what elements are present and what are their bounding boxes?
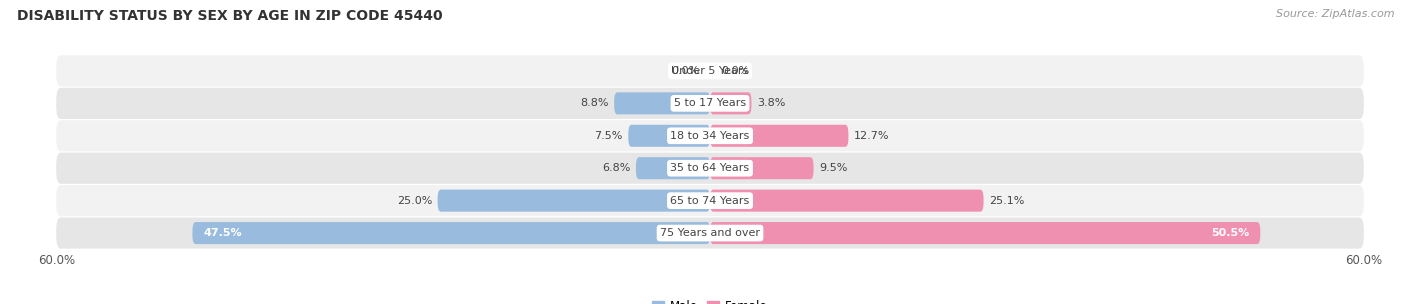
FancyBboxPatch shape [710, 157, 814, 179]
FancyBboxPatch shape [710, 222, 1260, 244]
Text: 75 Years and over: 75 Years and over [659, 228, 761, 238]
Text: 7.5%: 7.5% [595, 131, 623, 141]
Text: Source: ZipAtlas.com: Source: ZipAtlas.com [1277, 9, 1395, 19]
Text: 50.5%: 50.5% [1211, 228, 1250, 238]
Text: 35 to 64 Years: 35 to 64 Years [671, 163, 749, 173]
FancyBboxPatch shape [710, 92, 751, 114]
FancyBboxPatch shape [628, 125, 710, 147]
Legend: Male, Female: Male, Female [648, 295, 772, 304]
FancyBboxPatch shape [193, 222, 710, 244]
FancyBboxPatch shape [56, 88, 1364, 119]
FancyBboxPatch shape [710, 190, 984, 212]
Text: 25.1%: 25.1% [988, 196, 1025, 206]
Text: 8.8%: 8.8% [581, 98, 609, 108]
Text: 0.0%: 0.0% [671, 66, 699, 76]
Text: 5 to 17 Years: 5 to 17 Years [673, 98, 747, 108]
FancyBboxPatch shape [614, 92, 710, 114]
FancyBboxPatch shape [710, 125, 848, 147]
Text: 3.8%: 3.8% [756, 98, 786, 108]
Text: 47.5%: 47.5% [204, 228, 242, 238]
Text: Under 5 Years: Under 5 Years [672, 66, 748, 76]
Text: 12.7%: 12.7% [853, 131, 890, 141]
Text: 18 to 34 Years: 18 to 34 Years [671, 131, 749, 141]
FancyBboxPatch shape [56, 217, 1364, 249]
FancyBboxPatch shape [636, 157, 710, 179]
Text: 9.5%: 9.5% [818, 163, 848, 173]
FancyBboxPatch shape [56, 55, 1364, 87]
Text: DISABILITY STATUS BY SEX BY AGE IN ZIP CODE 45440: DISABILITY STATUS BY SEX BY AGE IN ZIP C… [17, 9, 443, 23]
FancyBboxPatch shape [437, 190, 710, 212]
FancyBboxPatch shape [56, 153, 1364, 184]
FancyBboxPatch shape [56, 185, 1364, 216]
Text: 65 to 74 Years: 65 to 74 Years [671, 196, 749, 206]
FancyBboxPatch shape [56, 120, 1364, 151]
Text: 0.0%: 0.0% [721, 66, 749, 76]
Text: 25.0%: 25.0% [396, 196, 432, 206]
Text: 6.8%: 6.8% [602, 163, 630, 173]
